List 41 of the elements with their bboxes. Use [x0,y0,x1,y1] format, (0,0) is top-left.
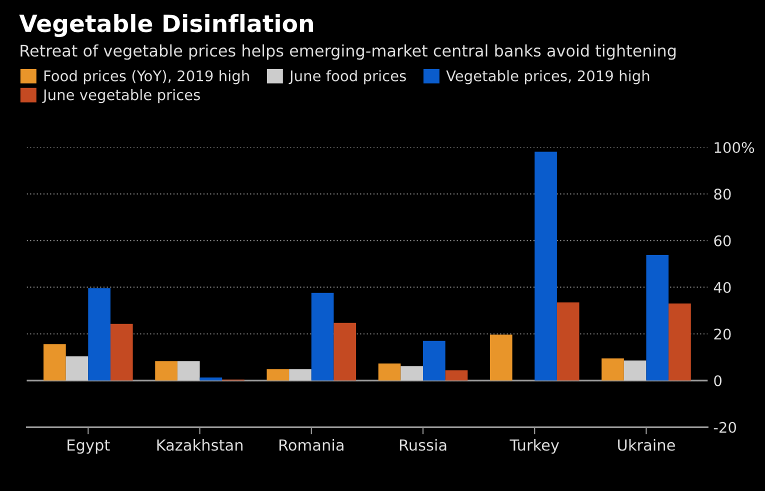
y-tick-label: 100% [714,142,754,154]
legend-label: June vegetable prices [42,89,200,104]
bar [423,340,446,381]
bar [400,366,424,381]
x-tick-label: Kazakhstan [157,438,242,451]
bar [534,152,557,381]
y-tick-label: 0 [714,375,722,386]
x-tick-label: Egypt [68,439,110,454]
y-tick-label: 40 [714,282,731,293]
bar [334,322,356,381]
bar [311,292,334,381]
bar [289,369,312,381]
chart-subtitle: Retreat of vegetable prices helps emerging-market central banks avoid tightening [20,44,676,60]
bar [445,370,468,381]
bar [624,360,646,381]
bar [490,334,512,381]
bar [88,288,110,381]
y-tick-label: -20 [714,422,736,433]
x-tick-label: Ukraine [618,438,675,451]
bar [177,361,200,381]
bar [378,364,401,381]
legend-label: Food prices (YoY), 2019 high [44,70,249,84]
y-tick-label: 80 [714,188,731,200]
bar [602,358,624,381]
bar [200,377,222,381]
x-tick-label: Romania [279,438,344,451]
bar [556,302,580,381]
bar [66,356,88,381]
x-tick-label: Russia [400,438,446,451]
bar [44,344,66,381]
bar [668,304,691,381]
legend-label: June food prices [288,70,406,84]
bar [110,324,133,381]
legend-label: Vegetable prices, 2019 high [446,70,650,84]
x-tick-label: Turkey [510,438,560,454]
chart-title: Vegetable Disinflation [19,14,313,38]
y-tick-label: 20 [714,328,731,340]
y-tick-label: 60 [714,235,731,246]
bar [155,361,178,381]
bar [266,369,290,381]
bar [646,255,669,381]
